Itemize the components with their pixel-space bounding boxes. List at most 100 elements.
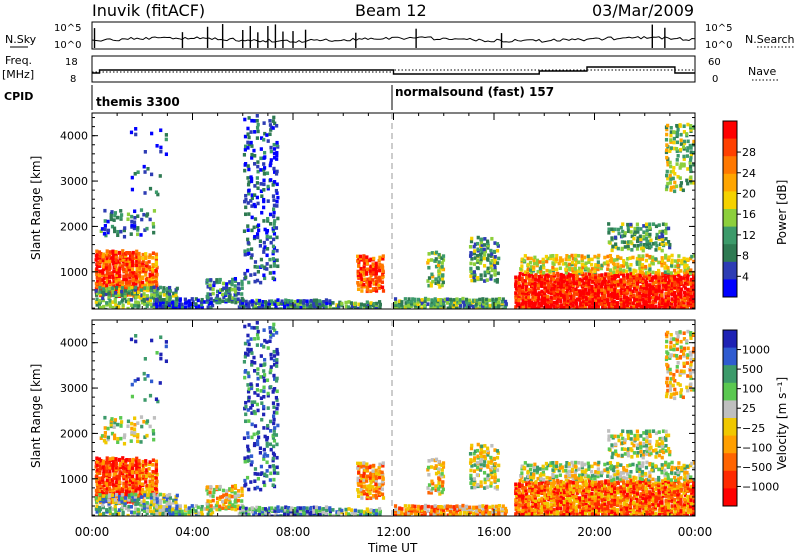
power-cell bbox=[101, 273, 105, 277]
power-cell bbox=[525, 295, 529, 299]
velocity-cell bbox=[440, 463, 444, 467]
velocity-cell bbox=[356, 466, 360, 470]
velocity-cell bbox=[276, 423, 280, 428]
power-cell bbox=[584, 294, 588, 299]
power-cell bbox=[664, 295, 668, 300]
power-cell bbox=[549, 291, 553, 295]
power-cell bbox=[673, 302, 677, 306]
power-cell bbox=[660, 301, 664, 306]
power-cell bbox=[356, 283, 361, 287]
velocity-cell bbox=[264, 511, 268, 515]
power-cell bbox=[374, 271, 378, 276]
power-cell bbox=[648, 222, 652, 227]
power-cell bbox=[262, 178, 266, 183]
power-cell bbox=[661, 283, 665, 287]
power-cell bbox=[127, 297, 131, 302]
velocity-cell bbox=[439, 507, 444, 511]
power-cell bbox=[666, 162, 670, 167]
power-cell bbox=[546, 294, 550, 299]
power-cell bbox=[482, 263, 487, 268]
power-cell bbox=[520, 259, 524, 264]
velocity-cell bbox=[175, 493, 179, 498]
power-cell bbox=[152, 302, 156, 307]
power-cell bbox=[482, 256, 486, 261]
power-cell bbox=[655, 275, 659, 280]
power-cell bbox=[562, 283, 567, 288]
power-cell bbox=[262, 121, 266, 125]
power-cell bbox=[103, 219, 107, 223]
velocity-cell bbox=[250, 460, 254, 464]
power-cell bbox=[582, 276, 586, 281]
velocity-cell bbox=[154, 470, 158, 475]
velocity-cell bbox=[241, 510, 245, 515]
power-cell bbox=[676, 153, 680, 158]
y-tick-label: 1000 bbox=[60, 266, 88, 279]
velocity-cell bbox=[357, 509, 361, 514]
power-cell bbox=[253, 303, 257, 308]
power-cell bbox=[514, 295, 518, 300]
velocity-cell bbox=[438, 472, 442, 477]
power-cell bbox=[268, 257, 272, 262]
velocity-cell bbox=[407, 511, 411, 515]
power-cell bbox=[669, 301, 674, 306]
power-cell bbox=[493, 241, 497, 245]
power-cell bbox=[590, 305, 595, 309]
velocity-cell bbox=[263, 472, 267, 477]
power-cell bbox=[353, 301, 358, 306]
power-cell bbox=[268, 123, 273, 127]
velocity-cell bbox=[259, 464, 264, 469]
power-cell bbox=[661, 278, 665, 282]
power-cell bbox=[638, 276, 642, 280]
power-cell bbox=[244, 205, 248, 210]
velocity-cell bbox=[520, 483, 524, 488]
velocity-cell bbox=[356, 490, 361, 494]
power-cell bbox=[520, 291, 525, 295]
velocity-cell bbox=[521, 486, 525, 490]
power-cell bbox=[332, 307, 336, 309]
velocity-cell bbox=[135, 462, 139, 466]
velocity-heatmap bbox=[94, 320, 695, 516]
power-cell bbox=[102, 289, 106, 293]
velocity-cell bbox=[377, 472, 381, 477]
power-cell bbox=[622, 284, 626, 289]
velocity-cell bbox=[344, 511, 348, 516]
power-cell bbox=[253, 193, 257, 197]
power-cell bbox=[642, 274, 646, 279]
velocity-cell bbox=[273, 426, 277, 430]
velocity-cell bbox=[131, 468, 135, 472]
power-cell bbox=[275, 182, 279, 187]
velocity-cell bbox=[514, 500, 518, 505]
velocity-cell bbox=[275, 398, 279, 402]
power-cell bbox=[276, 264, 280, 269]
power-cell bbox=[427, 283, 431, 288]
power-cell bbox=[394, 305, 398, 309]
velocity-cell bbox=[468, 507, 472, 512]
velocity-cell bbox=[493, 485, 497, 490]
power-cell bbox=[657, 274, 661, 279]
velocity-cell bbox=[237, 506, 241, 511]
power-cell bbox=[645, 228, 649, 233]
power-cell bbox=[256, 122, 260, 127]
nsky-panel: N.Sky 10^5 10^0 10^5 10^0 N.Search bbox=[5, 21, 795, 51]
power-cell bbox=[493, 265, 497, 270]
power-cell bbox=[626, 265, 630, 269]
power-cell bbox=[593, 281, 598, 286]
power-cell bbox=[665, 173, 669, 178]
power-cell bbox=[255, 125, 260, 130]
velocity-cell bbox=[137, 480, 141, 485]
velocity-cell bbox=[517, 482, 522, 486]
power-cell bbox=[486, 266, 490, 271]
velocity-cell bbox=[478, 512, 483, 516]
velocity-cell bbox=[111, 456, 115, 461]
velocity-cell bbox=[456, 506, 460, 511]
power-cell bbox=[545, 268, 549, 273]
power-cell bbox=[133, 209, 137, 214]
power-cell bbox=[561, 262, 565, 266]
power-cell bbox=[107, 253, 111, 258]
velocity-cell bbox=[175, 504, 179, 509]
power-cell bbox=[677, 305, 681, 309]
power-cell bbox=[105, 268, 109, 272]
velocity-cell bbox=[144, 459, 148, 463]
velocity-cell bbox=[299, 512, 303, 516]
